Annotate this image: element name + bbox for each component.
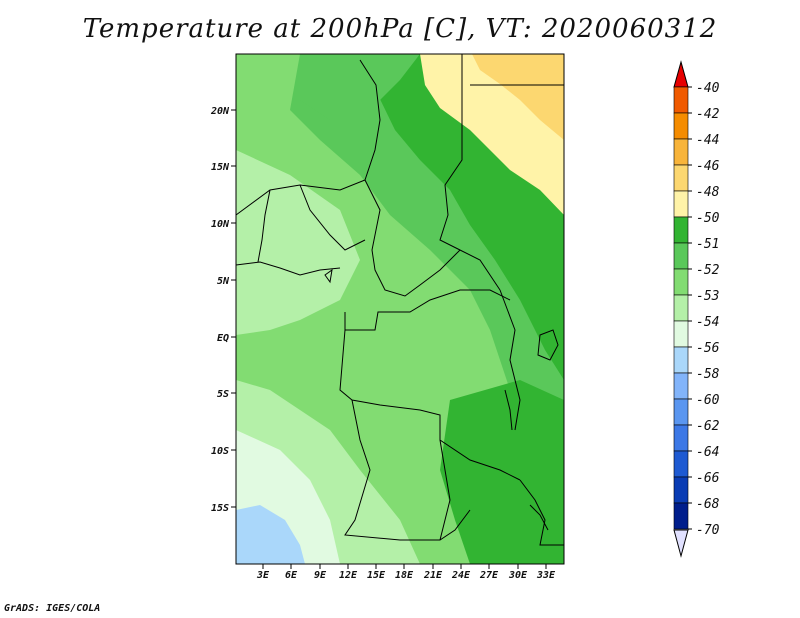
lakes (324, 268, 559, 531)
colorbar-label: -60 (696, 393, 720, 408)
lon-tick-label: 21E (423, 570, 443, 581)
colorbar-swatch (673, 112, 689, 140)
lat-tick-label: EQ (217, 333, 229, 344)
colorbar-swatch (673, 398, 689, 426)
colorbar-label: -53 (696, 289, 719, 304)
colorbar-label: -62 (696, 419, 720, 434)
colorbar-top-arrow (673, 60, 689, 88)
colorbar-swatch (673, 242, 689, 270)
lon-tick-label: 9E (314, 570, 327, 581)
colorbar-swatch (673, 502, 689, 530)
map-title: Temperature at 200hPa [C], VT: 202006031… (82, 14, 718, 44)
colorbar-label: -58 (696, 367, 720, 382)
colorbar-swatch (673, 138, 689, 166)
colorbar-label: -70 (696, 523, 720, 538)
colorbar-swatch (673, 294, 689, 322)
colorbar-swatch (673, 268, 689, 296)
colorbar-swatch (673, 320, 689, 348)
colorbar-label: -42 (696, 107, 720, 122)
lat-tick-label: 10N (211, 219, 230, 230)
colorbar-label: -48 (696, 185, 720, 200)
colorbar: -40 -42 -44 -46 -48 -50 -51 -52 -53 -54 -56 -58 -60 -… (673, 60, 720, 558)
colorbar-label: -66 (696, 471, 720, 486)
lon-tick-label: 12E (339, 570, 358, 581)
colorbar-swatch (673, 450, 689, 478)
colorbar-swatches (673, 86, 689, 530)
map-frame (235, 53, 565, 565)
lat-axis: 20N 15N 10N 5N EQ 5S 10S 15S (210, 106, 236, 514)
colorbar-labels: -40 -42 -44 -46 -48 -50 -51 -52 -53 -54 -56 -58 -60 -… (688, 81, 720, 538)
lat-tick-label: 5N (217, 276, 230, 287)
colorbar-label: -44 (696, 133, 719, 148)
lon-tick-label: 27E (479, 570, 499, 581)
lat-tick-label: 15N (211, 162, 230, 173)
colorbar-label: -56 (696, 341, 720, 356)
grads-credit: GrADS: IGES/COLA (4, 603, 101, 614)
colorbar-swatch (673, 216, 689, 244)
colorbar-label: -68 (696, 497, 720, 512)
lon-tick-label: 3E (256, 570, 270, 581)
colorbar-label: -51 (696, 237, 719, 252)
lon-axis: 3E 6E 9E 12E 15E 18E 21E 24E 27E 30E 33E (256, 564, 556, 581)
colorbar-swatch (673, 346, 689, 374)
temperature-field (236, 54, 564, 564)
colorbar-label: -50 (696, 211, 720, 226)
colorbar-label: -54 (696, 315, 719, 330)
colorbar-label: -64 (696, 445, 719, 460)
lon-tick-label: 30E (508, 570, 528, 581)
colorbar-swatch (673, 372, 689, 400)
lat-tick-label: 15S (211, 503, 229, 514)
lon-tick-label: 15E (367, 570, 386, 581)
colorbar-label: -52 (696, 263, 720, 278)
colorbar-swatch (673, 164, 689, 192)
lon-tick-label: 6E (285, 570, 298, 581)
lon-tick-label: 18E (395, 570, 414, 581)
colorbar-label: -46 (696, 159, 720, 174)
lat-tick-label: 20N (210, 106, 230, 117)
country-borders (235, 54, 564, 546)
map-panel (235, 53, 565, 565)
colorbar-swatch (673, 476, 689, 504)
colorbar-bottom-arrow (673, 529, 689, 558)
colorbar-swatch (673, 86, 689, 114)
colorbar-swatch (673, 424, 689, 452)
lat-tick-label: 5S (217, 389, 229, 400)
lon-tick-label: 24E (451, 570, 471, 581)
colorbar-swatch (673, 190, 689, 218)
lon-tick-label: 33E (536, 570, 556, 581)
colorbar-label: -40 (696, 81, 720, 96)
lat-tick-label: 10S (211, 446, 229, 457)
